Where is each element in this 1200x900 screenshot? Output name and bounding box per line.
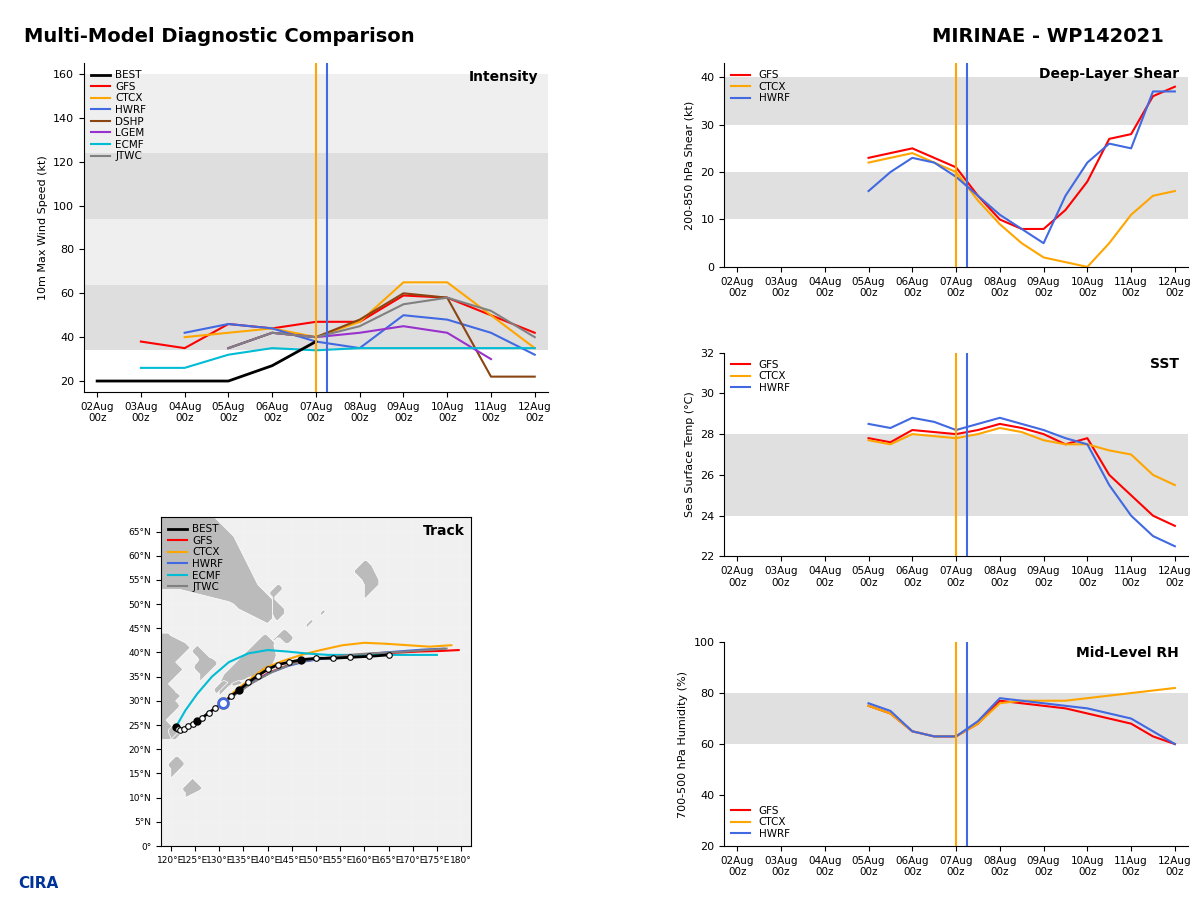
Text: SST: SST [1150, 356, 1178, 371]
Legend: GFS, CTCX, HWRF: GFS, CTCX, HWRF [730, 358, 792, 395]
Legend: BEST, GFS, CTCX, HWRF, ECMF, JTWC: BEST, GFS, CTCX, HWRF, ECMF, JTWC [167, 522, 226, 594]
Y-axis label: Sea Surface Temp (°C): Sea Surface Temp (°C) [685, 392, 695, 518]
Polygon shape [161, 517, 272, 624]
Y-axis label: 700-500 hPa Humidity (%): 700-500 hPa Humidity (%) [678, 670, 688, 817]
Bar [84, 284, 548, 350]
Text: Deep-Layer Shear: Deep-Layer Shear [1038, 68, 1178, 81]
Polygon shape [232, 680, 242, 687]
Text: CIRA: CIRA [18, 876, 59, 891]
Bar [84, 153, 548, 219]
Bar [84, 74, 548, 153]
Polygon shape [272, 629, 293, 643]
Legend: GFS, CTCX, HWRF: GFS, CTCX, HWRF [730, 68, 792, 105]
Bar [724, 172, 1188, 220]
Text: Intensity: Intensity [469, 69, 539, 84]
Polygon shape [270, 585, 284, 621]
Polygon shape [168, 757, 185, 778]
Y-axis label: 200-850 hPa Shear (kt): 200-850 hPa Shear (kt) [685, 100, 695, 230]
Polygon shape [355, 561, 379, 599]
Text: Track: Track [422, 524, 464, 537]
Bar [84, 219, 548, 284]
Bar [724, 434, 1188, 516]
Text: Mid-Level RH: Mid-Level RH [1076, 646, 1178, 661]
Polygon shape [220, 634, 276, 696]
Polygon shape [182, 778, 203, 797]
Bar [724, 693, 1188, 744]
Bar [724, 77, 1188, 124]
Legend: GFS, CTCX, HWRF: GFS, CTCX, HWRF [730, 804, 792, 841]
Polygon shape [161, 633, 190, 740]
Y-axis label: 10m Max Wind Speed (kt): 10m Max Wind Speed (kt) [37, 155, 48, 300]
Polygon shape [215, 680, 228, 694]
Text: Multi-Model Diagnostic Comparison: Multi-Model Diagnostic Comparison [24, 27, 415, 46]
Polygon shape [306, 619, 313, 628]
Legend: BEST, GFS, CTCX, HWRF, DSHP, LGEM, ECMF, JTWC: BEST, GFS, CTCX, HWRF, DSHP, LGEM, ECMF,… [89, 68, 149, 163]
Polygon shape [192, 645, 217, 681]
Text: MIRINAE - WP142021: MIRINAE - WP142021 [932, 27, 1164, 46]
Polygon shape [168, 725, 180, 740]
Polygon shape [320, 610, 325, 616]
